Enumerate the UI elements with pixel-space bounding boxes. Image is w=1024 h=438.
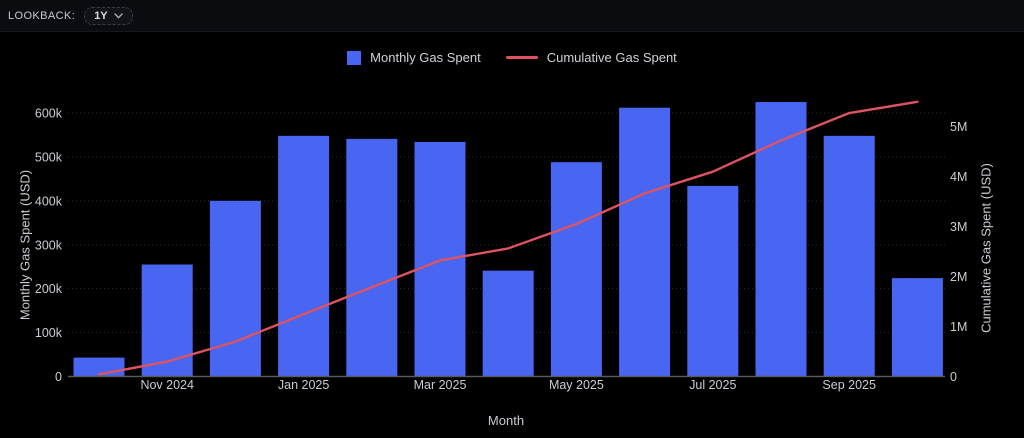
bar-aug-2025[interactable]	[755, 102, 807, 377]
y-tick-left: 0	[55, 370, 62, 384]
bar-dec-2024[interactable]	[209, 200, 261, 377]
x-tick-label: Nov 2024	[140, 378, 194, 392]
y-tick-left: 200k	[35, 282, 63, 296]
x-tick-label: Sep 2025	[822, 378, 876, 392]
bar-sep-2025[interactable]	[823, 135, 875, 377]
lookback-bar: LOOKBACK: 1Y	[0, 0, 1024, 32]
bar-jun-2025[interactable]	[619, 107, 671, 377]
y-tick-left: 400k	[35, 194, 63, 208]
bar-may-2025[interactable]	[550, 162, 602, 377]
x-tick-label: Jul 2025	[689, 378, 736, 392]
chart-legend: Monthly Gas Spent Cumulative Gas Spent	[0, 50, 1024, 65]
legend-label-cumulative: Cumulative Gas Spent	[546, 50, 677, 65]
bar-apr-2025[interactable]	[482, 270, 534, 377]
legend-item-monthly[interactable]: Monthly Gas Spent	[347, 50, 481, 65]
cumulative-line[interactable]	[97, 100, 919, 376]
line-series-swatch	[505, 56, 538, 59]
y-tick-left: 500k	[35, 150, 63, 164]
lookback-label: LOOKBACK:	[8, 9, 76, 22]
legend-item-cumulative[interactable]: Cumulative Gas Spent	[505, 50, 677, 65]
y-axis-title-left: Monthly Gas Spent (USD)	[17, 169, 33, 321]
bar-oct-2025[interactable]	[891, 278, 943, 377]
lookback-value: 1Y	[94, 9, 108, 22]
bar-feb-2025[interactable]	[346, 138, 398, 377]
legend-label-monthly: Monthly Gas Spent	[370, 50, 481, 65]
y-tick-right: 4M	[950, 170, 967, 184]
x-tick-label: Mar 2025	[414, 378, 467, 392]
bar-jan-2025[interactable]	[278, 135, 330, 377]
y-tick-right: 5M	[950, 120, 967, 134]
y-axis-title-right: Cumulative Gas Spent (USD)	[978, 163, 994, 333]
y-tick-left: 100k	[35, 326, 63, 340]
y-tick-right: 1M	[950, 320, 967, 334]
y-tick-right: 2M	[950, 270, 967, 284]
y-tick-right: 3M	[950, 220, 967, 234]
y-tick-left: 300k	[35, 238, 63, 252]
chevron-down-icon	[113, 12, 123, 18]
bar-nov-2024[interactable]	[141, 264, 193, 377]
bar-jul-2025[interactable]	[687, 185, 739, 377]
lookback-dropdown[interactable]: 1Y	[84, 6, 133, 25]
x-tick-label: Jan 2025	[278, 378, 329, 392]
y-tick-right: 0	[950, 370, 957, 384]
y-tick-left: 600k	[35, 107, 63, 121]
bar-series-swatch	[347, 50, 362, 65]
x-axis-title: Month	[487, 413, 525, 428]
x-tick-label: May 2025	[549, 378, 604, 392]
